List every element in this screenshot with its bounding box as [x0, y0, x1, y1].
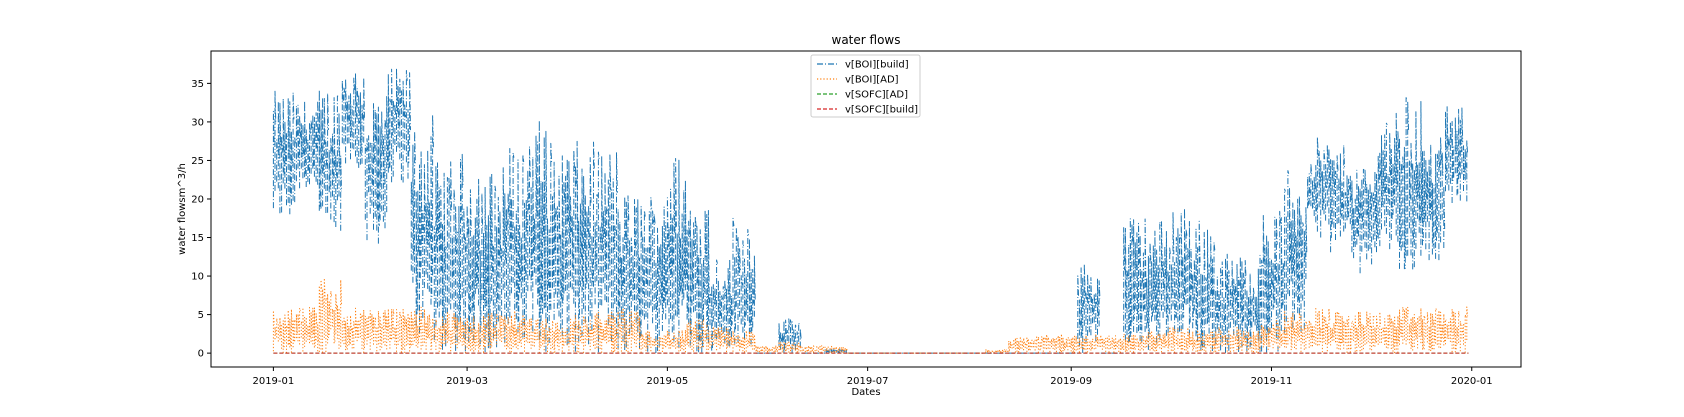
x-tick-label: 2019-05: [646, 376, 688, 387]
series-layer: [272, 67, 1469, 354]
y-tick-label: 20: [191, 194, 204, 205]
legend: v[BOI][build] v[BOI][AD] v[SOFC][AD] v[SOFC…: [810, 54, 921, 118]
legend-item: v[BOI][build]: [817, 60, 909, 71]
plot-frame: [210, 50, 1522, 368]
x-tick-label: 2019-11: [1251, 376, 1293, 387]
y-tick-label: 35: [191, 79, 204, 90]
chart-title: water flows: [832, 33, 901, 47]
legend-label: v[BOI][build]: [845, 60, 909, 71]
legend-item: v[SOFC][build]: [817, 105, 918, 116]
y-axis-label: water flowsm^3/h: [177, 163, 188, 255]
x-axis-label: Dates: [851, 387, 880, 398]
x-axis: 2019-01 2019-03 2019-05 2019-07 2019-09 2019-…: [252, 367, 1493, 387]
y-tick-label: 15: [191, 233, 204, 244]
legend-label: v[BOI][AD]: [845, 75, 899, 86]
y-tick-label: 30: [191, 117, 204, 128]
y-tick-label: 5: [198, 310, 204, 321]
legend-label: v[SOFC][build]: [845, 105, 918, 116]
y-tick-label: 0: [198, 349, 204, 360]
x-tick-label: 2019-03: [446, 376, 488, 387]
series-v-boi-ad-: [272, 277, 1469, 354]
legend-item: v[SOFC][AD]: [817, 90, 908, 101]
x-tick-label: 2019-09: [1050, 376, 1092, 387]
y-tick-label: 10: [191, 272, 204, 283]
legend-label: v[SOFC][AD]: [845, 90, 908, 101]
series-trace: [272, 277, 1469, 354]
x-tick-label: 2020-01: [1451, 376, 1493, 387]
legend-item: v[BOI][AD]: [817, 75, 899, 86]
legend-box: [810, 54, 921, 118]
x-tick-label: 2019-07: [847, 376, 889, 387]
y-axis: 0 5 10 15 20 25 30 35: [191, 79, 211, 360]
x-tick-label: 2019-01: [252, 376, 294, 387]
y-tick-label: 25: [191, 156, 204, 167]
